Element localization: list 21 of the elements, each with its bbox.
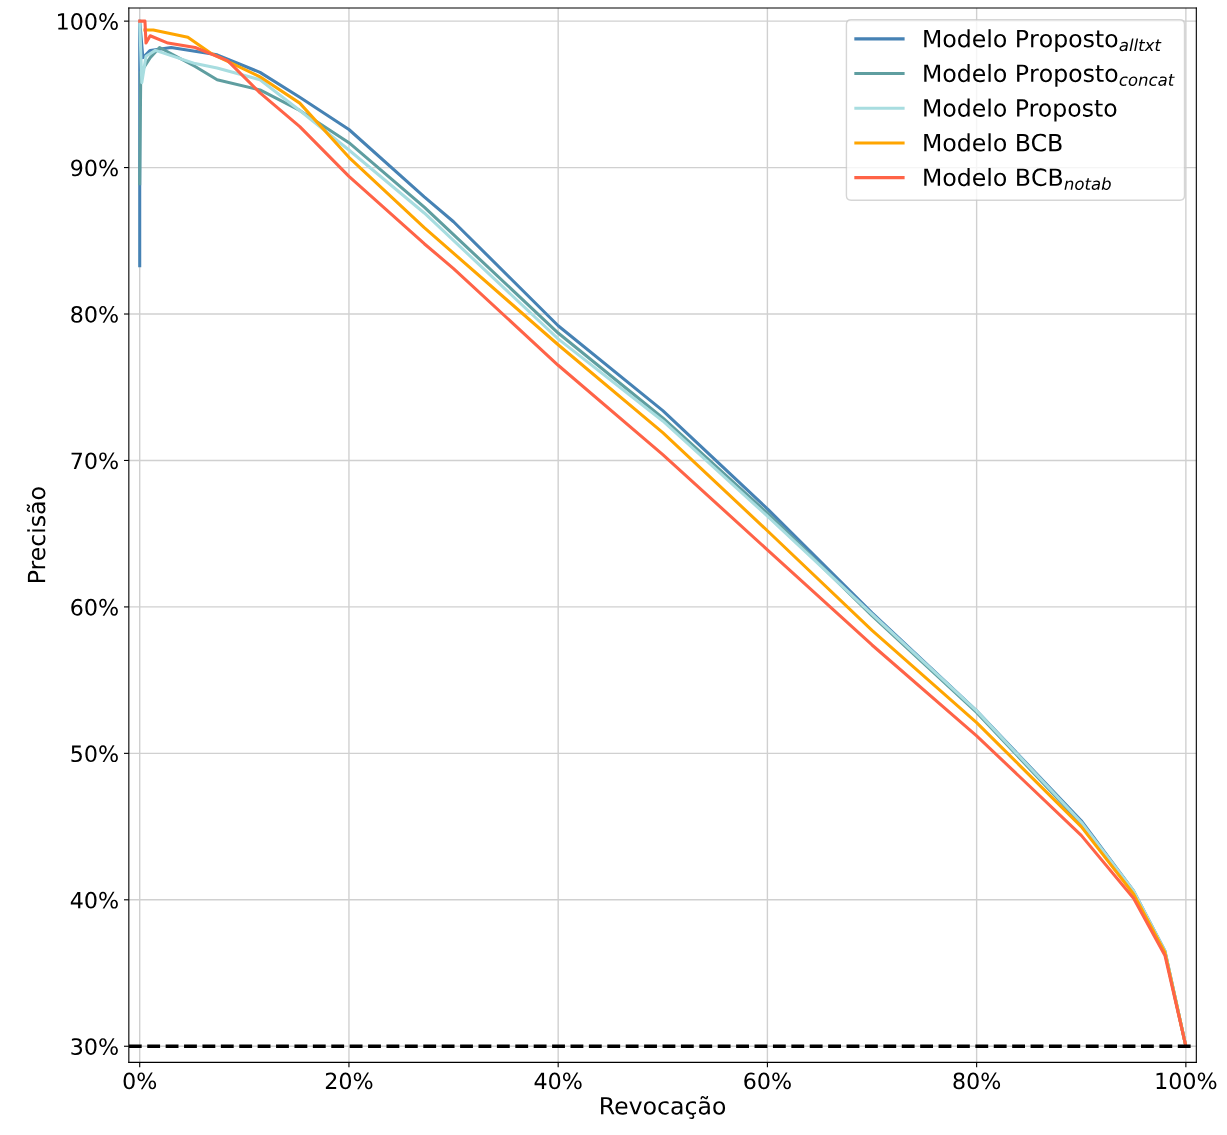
y-tick-label: 50%: [71, 745, 118, 763]
x-tick-label: 80%: [953, 1072, 1001, 1090]
x-tick-label: 0%: [123, 1072, 157, 1090]
y-tick-label: 70%: [71, 452, 118, 470]
y-tick-label: 90%: [71, 159, 118, 177]
y-tick-label: 30%: [71, 1038, 118, 1056]
x-tick-label: 40%: [534, 1072, 582, 1090]
legend-label: Modelo Proposto$_{alltxt}$: [924, 29, 1162, 53]
x-tick-label: 100%: [1156, 1072, 1217, 1090]
y-tick-label: 40%: [70, 891, 118, 909]
y-tick-label: 80%: [71, 305, 118, 323]
legend-label: Modelo BCB: [924, 133, 1062, 152]
x-axis-title: Revocação: [601, 1096, 726, 1119]
y-tick-label: 60%: [71, 598, 118, 616]
legend-label: Modelo Proposto$_{concat}$: [924, 63, 1175, 87]
y-tick-label: 100%: [58, 13, 118, 30]
legend-label: Modelo BCB$_{notab}$: [924, 167, 1111, 190]
x-tick-label: 60%: [744, 1072, 791, 1090]
legend-label: Modelo Proposto: [924, 98, 1117, 122]
y-axis-title: Precisão: [26, 487, 46, 582]
x-tick-label: 20%: [325, 1072, 373, 1090]
